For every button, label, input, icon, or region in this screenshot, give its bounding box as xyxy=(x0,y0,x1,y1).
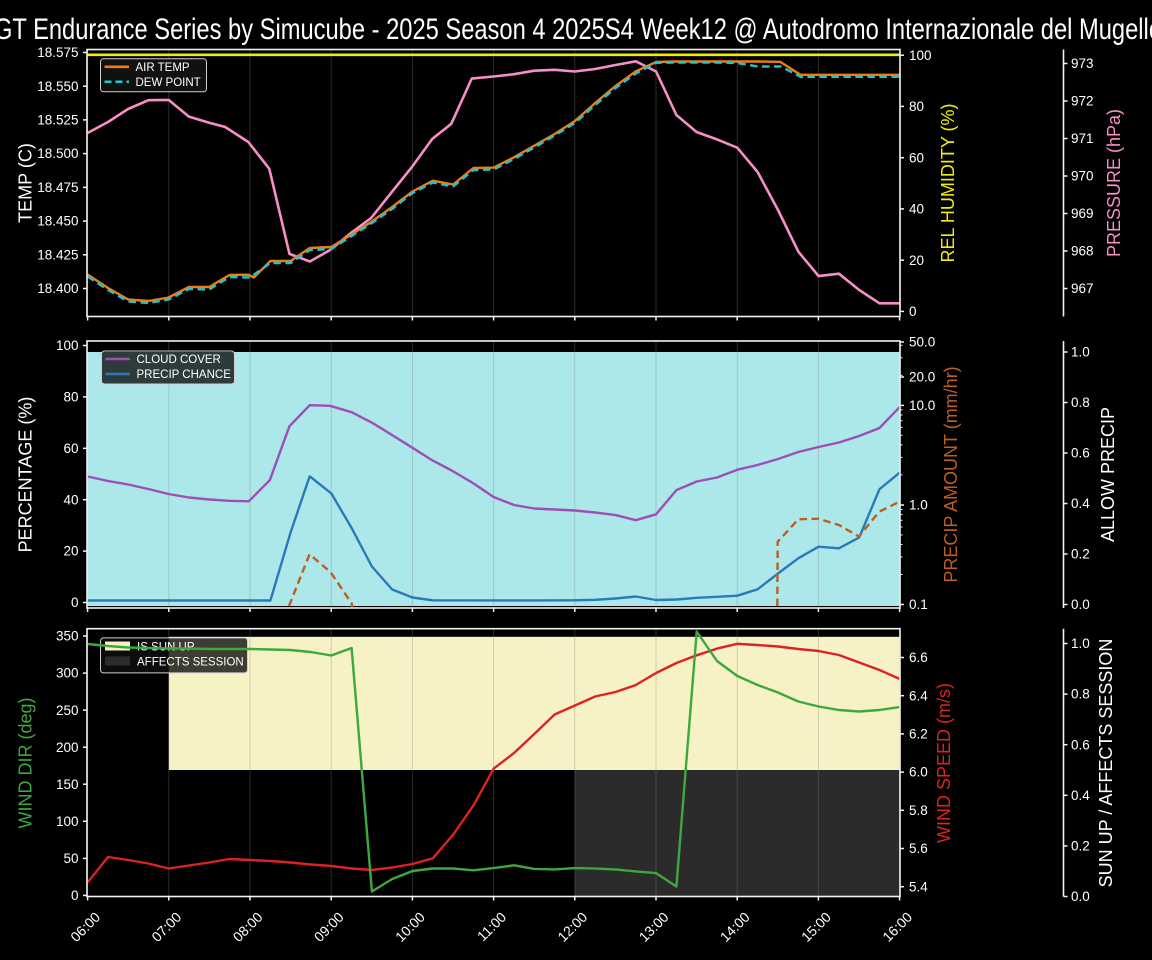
svg-text:968: 968 xyxy=(1071,244,1094,259)
svg-text:PRECIP AMOUNT (mm/hr): PRECIP AMOUNT (mm/hr) xyxy=(941,366,961,582)
svg-text:969: 969 xyxy=(1071,206,1094,221)
svg-text:ALLOW PRECIP: ALLOW PRECIP xyxy=(1098,407,1118,542)
svg-text:WIND SPEED (m/s): WIND SPEED (m/s) xyxy=(934,683,954,843)
svg-text:18.450: 18.450 xyxy=(37,214,78,229)
svg-text:18.475: 18.475 xyxy=(37,180,78,195)
svg-text:6.4: 6.4 xyxy=(909,688,928,703)
svg-text:100: 100 xyxy=(56,338,79,353)
svg-text:0: 0 xyxy=(71,888,79,903)
svg-text:5.8: 5.8 xyxy=(909,803,928,818)
svg-text:18.550: 18.550 xyxy=(37,79,78,94)
svg-text:0.0: 0.0 xyxy=(1071,597,1090,612)
svg-text:0: 0 xyxy=(71,595,79,610)
svg-text:20.0: 20.0 xyxy=(909,370,935,385)
svg-text:CLOUD COVER: CLOUD COVER xyxy=(137,354,221,366)
svg-text:6.2: 6.2 xyxy=(909,727,928,742)
svg-text:350: 350 xyxy=(56,629,79,644)
svg-text:973: 973 xyxy=(1071,56,1094,71)
svg-text:18.575: 18.575 xyxy=(37,45,78,60)
svg-text:SUN UP / AFFECTS SESSION: SUN UP / AFFECTS SESSION xyxy=(1096,639,1116,888)
svg-text:18.425: 18.425 xyxy=(37,247,78,262)
svg-text:20: 20 xyxy=(63,544,78,559)
svg-text:5.6: 5.6 xyxy=(909,841,928,856)
svg-text:0.0: 0.0 xyxy=(1071,889,1090,904)
svg-text:100: 100 xyxy=(56,814,79,829)
svg-text:0.1: 0.1 xyxy=(909,597,928,612)
svg-text:0.6: 0.6 xyxy=(1071,446,1090,461)
svg-text:0.4: 0.4 xyxy=(1071,788,1090,803)
svg-text:PERCENTAGE (%): PERCENTAGE (%) xyxy=(16,397,36,553)
svg-text:18.500: 18.500 xyxy=(37,146,78,161)
svg-text:20: 20 xyxy=(909,253,924,268)
svg-text:0: 0 xyxy=(909,304,917,319)
svg-text:150: 150 xyxy=(56,777,79,792)
svg-text:200: 200 xyxy=(56,740,79,755)
svg-text:5.4: 5.4 xyxy=(909,879,928,894)
svg-text:0.8: 0.8 xyxy=(1071,687,1090,702)
svg-text:60: 60 xyxy=(63,441,78,456)
svg-text:80: 80 xyxy=(909,99,924,114)
svg-text:50.0: 50.0 xyxy=(909,335,935,350)
svg-text:0.4: 0.4 xyxy=(1071,496,1090,511)
svg-text:0.2: 0.2 xyxy=(1071,547,1090,562)
svg-text:TEMP (C): TEMP (C) xyxy=(16,143,36,223)
svg-text:18.400: 18.400 xyxy=(37,281,78,296)
svg-text:REL HUMIDITY (%): REL HUMIDITY (%) xyxy=(938,103,958,262)
svg-text:18.525: 18.525 xyxy=(37,113,78,128)
svg-text:WIND DIR (deg): WIND DIR (deg) xyxy=(16,697,36,828)
svg-text:1.0: 1.0 xyxy=(1071,345,1090,360)
svg-text:AFFECTS SESSION: AFFECTS SESSION xyxy=(137,657,244,669)
svg-text:0.8: 0.8 xyxy=(1071,395,1090,410)
svg-text:GT Endurance Series by Simucub: GT Endurance Series by Simucube - 2025 S… xyxy=(0,13,1152,46)
svg-text:80: 80 xyxy=(63,390,78,405)
svg-text:300: 300 xyxy=(56,666,79,681)
svg-text:1.0: 1.0 xyxy=(1071,636,1090,651)
svg-text:50: 50 xyxy=(63,851,78,866)
svg-text:971: 971 xyxy=(1071,131,1094,146)
svg-text:6.0: 6.0 xyxy=(909,765,928,780)
svg-text:PRECIP CHANCE: PRECIP CHANCE xyxy=(137,369,232,381)
svg-text:970: 970 xyxy=(1071,169,1094,184)
svg-text:DEW POINT: DEW POINT xyxy=(136,77,201,89)
svg-text:6.6: 6.6 xyxy=(909,650,928,665)
svg-text:AIR TEMP: AIR TEMP xyxy=(136,62,190,74)
svg-text:100: 100 xyxy=(909,48,932,63)
svg-text:0.6: 0.6 xyxy=(1071,737,1090,752)
svg-text:0.2: 0.2 xyxy=(1071,839,1090,854)
svg-text:PRESSURE (hPa): PRESSURE (hPa) xyxy=(1104,109,1124,257)
svg-text:40: 40 xyxy=(63,492,78,507)
svg-text:40: 40 xyxy=(909,202,924,217)
svg-text:972: 972 xyxy=(1071,94,1094,109)
svg-text:10.0: 10.0 xyxy=(909,398,935,413)
svg-text:250: 250 xyxy=(56,703,79,718)
svg-text:1.0: 1.0 xyxy=(909,498,928,513)
svg-text:60: 60 xyxy=(909,150,924,165)
svg-text:967: 967 xyxy=(1071,281,1094,296)
